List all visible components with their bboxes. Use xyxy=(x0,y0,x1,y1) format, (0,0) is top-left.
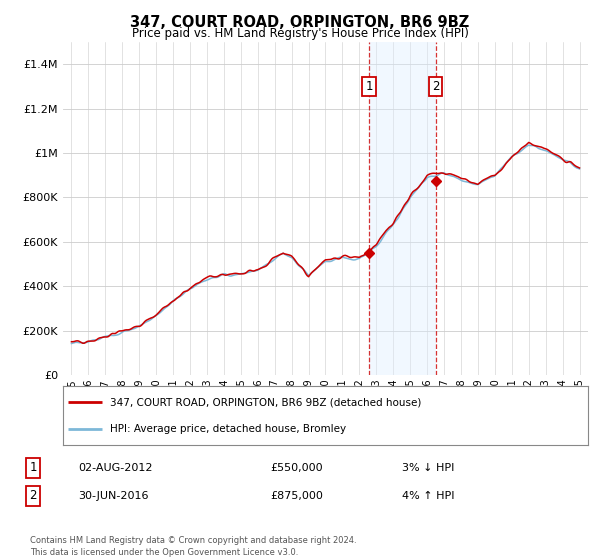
Text: 02-AUG-2012: 02-AUG-2012 xyxy=(78,463,152,473)
Text: Price paid vs. HM Land Registry's House Price Index (HPI): Price paid vs. HM Land Registry's House … xyxy=(131,27,469,40)
Bar xyxy=(369,42,436,375)
Text: 4% ↑ HPI: 4% ↑ HPI xyxy=(402,491,455,501)
Text: 347, COURT ROAD, ORPINGTON, BR6 9BZ (detached house): 347, COURT ROAD, ORPINGTON, BR6 9BZ (det… xyxy=(110,397,422,407)
Text: HPI: Average price, detached house, Bromley: HPI: Average price, detached house, Brom… xyxy=(110,424,346,435)
Text: 1: 1 xyxy=(29,461,37,474)
Text: 347, COURT ROAD, ORPINGTON, BR6 9BZ: 347, COURT ROAD, ORPINGTON, BR6 9BZ xyxy=(130,15,470,30)
Text: £550,000: £550,000 xyxy=(270,463,323,473)
Text: Contains HM Land Registry data © Crown copyright and database right 2024.
This d: Contains HM Land Registry data © Crown c… xyxy=(30,536,356,557)
Text: 1: 1 xyxy=(365,80,373,93)
Text: 2: 2 xyxy=(29,489,37,502)
Text: 3% ↓ HPI: 3% ↓ HPI xyxy=(402,463,454,473)
Text: £875,000: £875,000 xyxy=(270,491,323,501)
Text: 2: 2 xyxy=(432,80,439,93)
Text: 30-JUN-2016: 30-JUN-2016 xyxy=(78,491,149,501)
